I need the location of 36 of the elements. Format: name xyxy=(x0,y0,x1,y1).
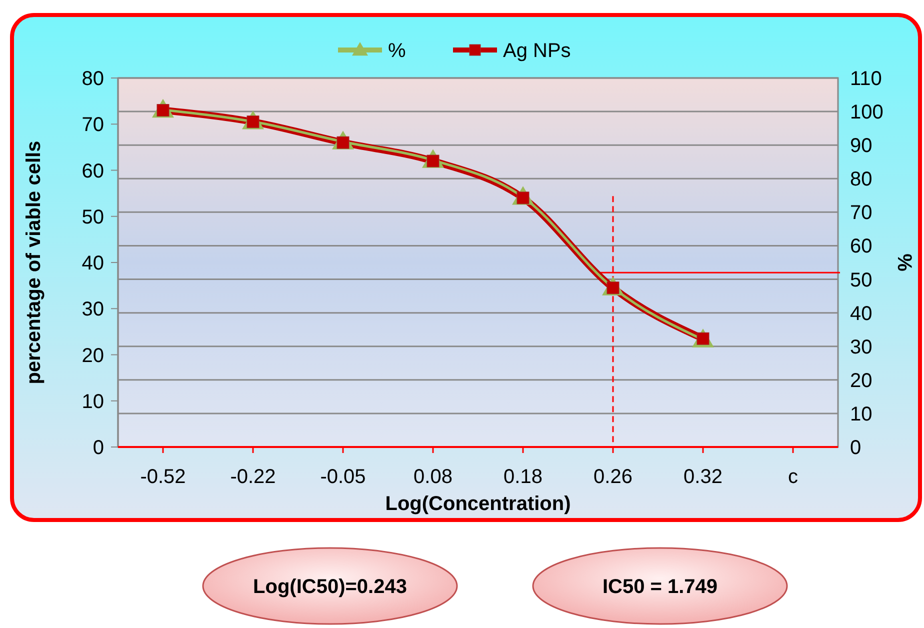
y-tick-label: 0 xyxy=(92,437,104,459)
y2-tick-label: 20 xyxy=(850,370,872,392)
y2-tick-label: 100 xyxy=(850,102,884,124)
y-tick-label: 10 xyxy=(82,390,104,413)
y-tick-label: 80 xyxy=(82,68,104,90)
y2-tick-label: 70 xyxy=(850,202,872,224)
x-tick-label: -0.22 xyxy=(230,466,276,488)
y2-tick-label: 90 xyxy=(850,135,872,158)
y2-tick-label: 80 xyxy=(850,168,872,191)
x-tick-label: 0.26 xyxy=(594,466,632,488)
y-tick-label: 40 xyxy=(82,252,104,274)
x-tick-label: 0.32 xyxy=(684,466,722,488)
x-tick-label: c xyxy=(788,466,798,488)
y2-tick-label: 60 xyxy=(850,236,872,258)
y2-axis-title: % xyxy=(893,254,915,272)
y2-tick-label: 30 xyxy=(850,336,872,358)
y-axis-title: percentage of viable cells xyxy=(23,140,45,384)
y2-tick-label: 10 xyxy=(850,403,872,426)
x-axis-title: Log(Concentration) xyxy=(385,493,571,515)
y-tick-label: 70 xyxy=(82,114,104,136)
legend-label: % xyxy=(388,40,406,62)
legend-label: Ag NPs xyxy=(503,40,571,62)
x-tick-label: 0.08 xyxy=(414,466,452,488)
x-tick-label: -0.05 xyxy=(320,466,366,488)
y-tick-label: 20 xyxy=(82,344,104,367)
y2-tick-label: 40 xyxy=(850,302,872,325)
text: Log(IC50)=0.243 xyxy=(253,576,407,598)
y-tick-label: 30 xyxy=(82,298,104,321)
y-tick-label: 50 xyxy=(82,206,104,228)
y2-tick-label: 0 xyxy=(850,437,862,459)
x-tick-label: -0.52 xyxy=(140,466,186,488)
y-tick-label: 60 xyxy=(82,160,104,182)
x-tick-label: 0.18 xyxy=(504,466,542,488)
y2-tick-label: 50 xyxy=(850,269,872,292)
y2-tick-label: 110 xyxy=(850,68,882,90)
text: IC50 = 1.749 xyxy=(602,576,718,598)
